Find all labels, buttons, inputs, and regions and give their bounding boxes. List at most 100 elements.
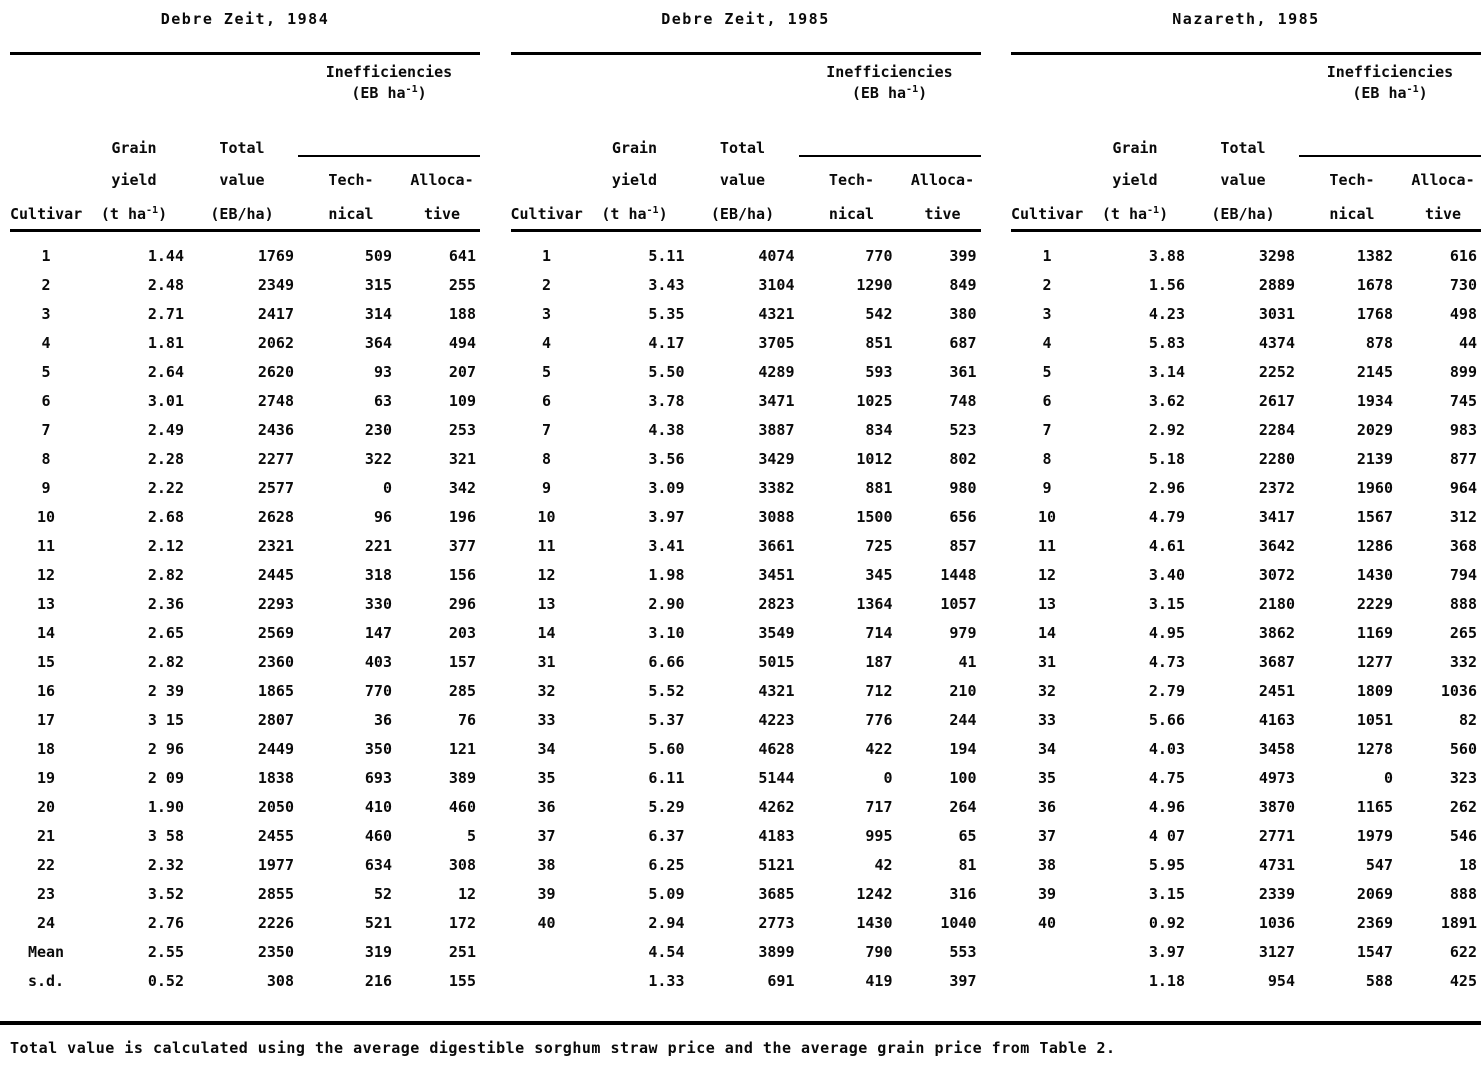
table-cell: 2029 (1356, 420, 1393, 439)
table-cell: 3417 (1258, 507, 1295, 526)
table-cell: 2.55 (147, 942, 184, 961)
table-cell: 1364 (856, 594, 893, 613)
table-cell: 712 (865, 681, 893, 700)
table-cell: 2.48 (147, 275, 184, 294)
table-cell: 41 (958, 652, 977, 671)
table-cell: 1430 (1356, 565, 1393, 584)
table-cell: 509 (364, 246, 392, 265)
header-inefficiencies: Inefficiencies (EB ha-1) (798, 63, 981, 157)
table-cell: 93 (373, 362, 392, 381)
table-cell: 35 (537, 768, 556, 787)
table-row: 40 0.92 1036 2369 1891 (1011, 908, 1481, 937)
table-cell: 1277 (1356, 652, 1393, 671)
panel-debre-zeit-1984: Debre Zeit, 1984 Inefficiencies (EB ha-1… (10, 0, 480, 995)
table-cell: 1960 (1356, 478, 1393, 497)
table-cell: 4262 (758, 797, 795, 816)
table-cell: 0.52 (147, 971, 184, 990)
table-row: 10 4.79 3417 1567 312 (1011, 502, 1481, 531)
table-cell: 377 (448, 536, 476, 555)
table-cell: 35 (1037, 768, 1057, 787)
table-cell: 1051 (1356, 710, 1393, 729)
table-cell: 308 (448, 855, 476, 874)
table-cell: 693 (364, 768, 392, 787)
table-row: 13 2.90 2823 1364 1057 (511, 589, 981, 618)
table-row: 33 5.37 4223 776 244 (511, 705, 981, 734)
table-cell: 10 (537, 507, 556, 526)
table-cell: 6.11 (648, 768, 685, 787)
table-cell: 2889 (1258, 275, 1295, 294)
table-cell: 714 (865, 623, 893, 642)
table-cell: 187 (865, 652, 893, 671)
table-row: 31 4.73 3687 1277 332 (1011, 647, 1481, 676)
table-cell: 5.35 (648, 304, 685, 323)
table-cell: 2451 (1258, 681, 1295, 700)
table-cell: 14 (36, 623, 56, 642)
header-grain: Grain (611, 139, 658, 157)
table-cell: 12 (36, 565, 56, 584)
table-cell: 172 (448, 913, 476, 932)
table-cell: 542 (865, 304, 893, 323)
header-total: Total (1220, 139, 1266, 157)
table-cell: 770 (364, 681, 392, 700)
table-cell: 361 (949, 362, 977, 381)
table-cell: 332 (1449, 652, 1477, 671)
table-cell: 12 (1037, 565, 1057, 584)
table-row: 5 2.64 2620 93 207 (10, 357, 480, 386)
table-cell: 1547 (1356, 942, 1393, 961)
table-cell: 5 (466, 826, 476, 845)
table-row: 18 2 96 2449 350 121 (10, 734, 480, 763)
table-cell: 494 (448, 333, 476, 352)
table-cell: 1025 (856, 391, 893, 410)
table-cell: 3.43 (648, 275, 685, 294)
table-cell: 2360 (257, 652, 294, 671)
table-cell (1011, 966, 1083, 995)
table-cell: 3429 (758, 449, 795, 468)
table-cell: 410 (364, 797, 392, 816)
table-cell: 1430 (856, 913, 893, 932)
table-cell: 2062 (257, 333, 294, 352)
horizontal-rule (10, 229, 480, 232)
table-cell: 3 (541, 304, 552, 323)
table-cell: 6 (541, 391, 552, 410)
table-cell: 521 (364, 913, 392, 932)
table-cell: 194 (949, 739, 977, 758)
table-cell: 8 (41, 449, 51, 468)
table-cell: 3104 (758, 275, 795, 294)
table-cell: 3 (41, 304, 51, 323)
table-cell: 1977 (257, 855, 294, 874)
table-cell: 2339 (1258, 884, 1295, 903)
table-cell: 82 (1458, 710, 1477, 729)
header-cultivar: Cultivar (510, 205, 583, 223)
table-cell: 350 (364, 739, 392, 758)
table-cell: 4223 (758, 710, 795, 729)
table-cell: 2.92 (1148, 420, 1185, 439)
table-cell: 1012 (856, 449, 893, 468)
table-row: 5 3.14 2252 2145 899 (1011, 357, 1481, 386)
table-cell: 14 (537, 623, 556, 642)
table-row: 6 3.62 2617 1934 745 (1011, 386, 1481, 415)
data-table-debre-zeit-1984: 1 1.44 1769 509 641 2 2.48 2349 315 255 3 2.71 2417 3… (10, 241, 480, 995)
table-cell: 157 (448, 652, 476, 671)
table-cell: 9 (541, 478, 552, 497)
table-cell: 3887 (758, 420, 795, 439)
table-cell: 10 (1037, 507, 1057, 526)
table-row: 9 3.09 3382 881 980 (511, 473, 981, 502)
table-row: 20 1.90 2050 410 460 (10, 792, 480, 821)
table-cell: 498 (1449, 304, 1477, 323)
table-cell: 6.37 (648, 826, 685, 845)
table-cell: 4 07 (1148, 826, 1185, 845)
table-cell: 1 (1042, 246, 1052, 265)
table-cell: 2 (41, 275, 51, 294)
table-cell: 2 09 (147, 768, 184, 787)
table-cell: 1036 (1440, 681, 1477, 700)
table-cell: 4.17 (648, 333, 685, 352)
table-cell: 42 (874, 855, 893, 874)
table-cell: 748 (949, 391, 977, 410)
table-cell: 2180 (1258, 594, 1295, 613)
table-cell: 2 39 (147, 681, 184, 700)
table-cell: 76 (457, 710, 476, 729)
table-cell: 156 (448, 565, 476, 584)
panels-row: Debre Zeit, 1984 Inefficiencies (EB ha-1… (10, 0, 1481, 995)
table-cell: 1.56 (1148, 275, 1185, 294)
